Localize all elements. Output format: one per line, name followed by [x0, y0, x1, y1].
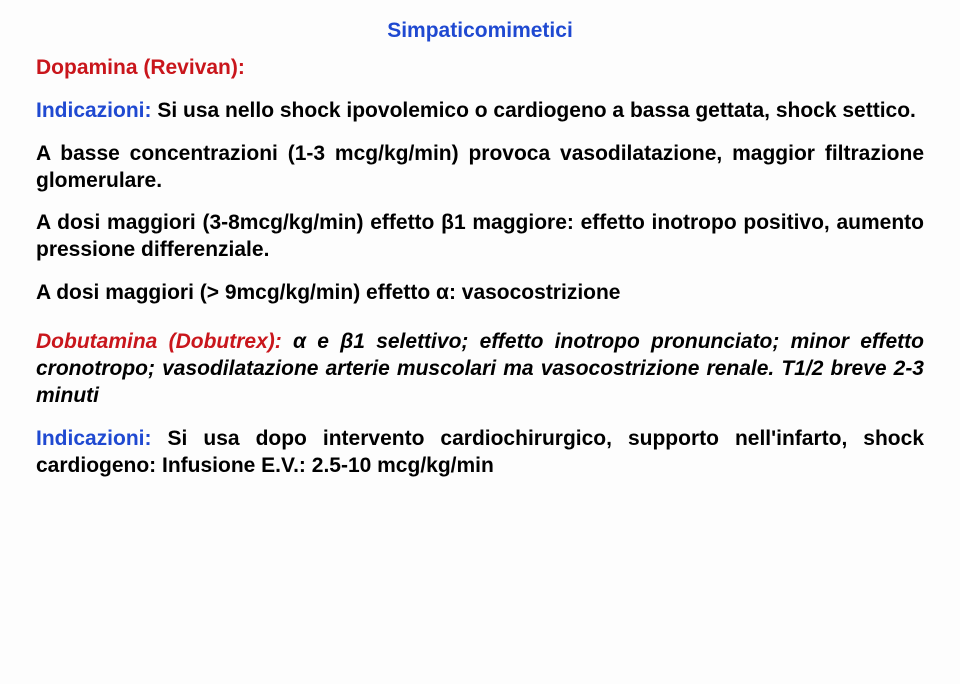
- drug-heading-dopamina: Dopamina (Revivan):: [36, 55, 924, 82]
- high-dose-a: A dosi maggiori (> 9mcg/kg/min) effetto: [36, 281, 436, 304]
- paragraph-mid-dose: A dosi maggiori (3-8mcg/kg/min) effetto …: [36, 210, 924, 264]
- main-title: Simpaticomimetici: [36, 18, 924, 45]
- beta-symbol: β: [441, 211, 454, 234]
- drug-block-dobutamina: Dobutamina (Dobutrex): α e β1 selettivo;…: [36, 329, 924, 410]
- indication-block-1: Indicazioni: Si usa nello shock ipovolem…: [36, 98, 924, 125]
- indication-block-2: Indicazioni: Si usa dopo intervento card…: [36, 426, 924, 480]
- indication-label-1: Indicazioni:: [36, 99, 152, 122]
- indication-text-1: Si usa nello shock ipovolemico o cardiog…: [152, 99, 916, 122]
- document-page: Simpaticomimetici Dopamina (Revivan): In…: [0, 0, 960, 684]
- indication-label-2: Indicazioni:: [36, 427, 152, 450]
- high-dose-b: : vasocostrizione: [449, 281, 621, 304]
- indication-text-2: Si usa dopo intervento cardiochirurgico,…: [36, 427, 924, 477]
- alpha-symbol: α: [436, 281, 449, 304]
- drug-heading-dobutamina: Dobutamina (Dobutrex):: [36, 330, 282, 353]
- dobutamina-alpha: α: [282, 330, 318, 353]
- dobutamina-mid1: e: [317, 330, 340, 353]
- dobutamina-beta: β: [340, 330, 353, 353]
- paragraph-low-dose: A basse concentrazioni (1-3 mcg/kg/min) …: [36, 141, 924, 195]
- mid-dose-a: A dosi maggiori (3-8mcg/kg/min) effetto: [36, 211, 441, 234]
- paragraph-high-dose: A dosi maggiori (> 9mcg/kg/min) effetto …: [36, 280, 924, 307]
